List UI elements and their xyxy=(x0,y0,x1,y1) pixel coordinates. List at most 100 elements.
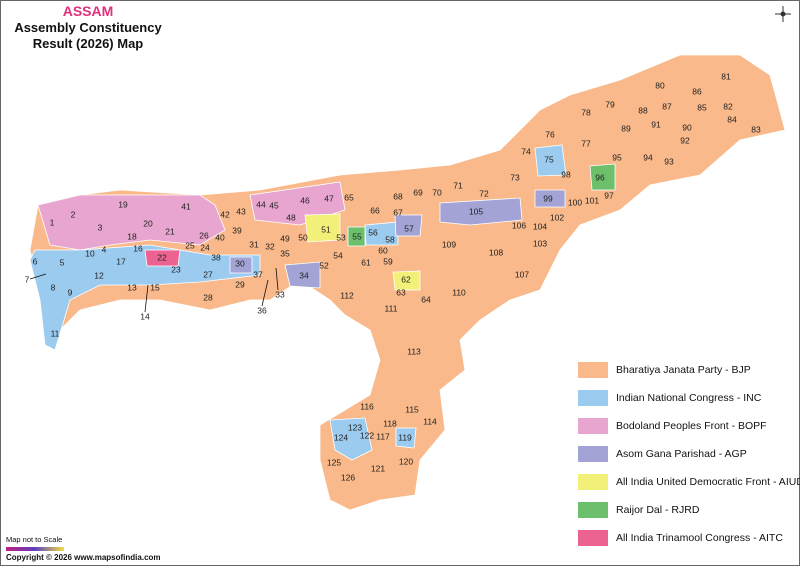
constituency-number: 17 xyxy=(116,256,126,266)
legend-label: Asom Gana Parishad - AGP xyxy=(616,448,747,460)
map-title: Assembly Constituency xyxy=(14,20,162,35)
inc-region xyxy=(395,427,417,449)
constituency-number: 33 xyxy=(275,289,285,299)
constituency-number: 12 xyxy=(94,270,104,280)
legend-swatch xyxy=(578,474,608,490)
constituency-number: 64 xyxy=(421,294,431,304)
legend-swatch xyxy=(578,530,608,546)
constituency-number: 63 xyxy=(396,287,406,297)
constituency-number: 85 xyxy=(697,102,707,112)
constituency-number: 28 xyxy=(203,292,213,302)
constituency-number: 14 xyxy=(140,311,150,321)
constituency-number: 48 xyxy=(286,212,296,222)
constituency-number: 84 xyxy=(727,114,737,124)
constituency-number: 117 xyxy=(376,431,390,441)
agp-region xyxy=(439,197,523,226)
scale-bar xyxy=(6,547,64,551)
constituency-number: 40 xyxy=(215,232,225,242)
bopf-region xyxy=(37,194,226,251)
constituency-number: 45 xyxy=(269,200,279,210)
constituency-number: 22 xyxy=(157,252,167,262)
constituency-number: 89 xyxy=(621,123,631,133)
constituency-number: 81 xyxy=(721,71,731,81)
constituency-number: 38 xyxy=(211,252,221,262)
constituency-number: 119 xyxy=(398,432,412,442)
constituency-number: 121 xyxy=(371,463,385,473)
constituency-number: 75 xyxy=(544,154,554,164)
constituency-number: 5 xyxy=(60,257,65,267)
constituency-number: 98 xyxy=(561,169,571,179)
constituency-number: 19 xyxy=(118,199,128,209)
aitc-region xyxy=(144,249,181,267)
constituency-number: 71 xyxy=(453,180,463,190)
constituency-number: 20 xyxy=(143,218,153,228)
constituency-number: 107 xyxy=(515,269,529,279)
constituency-number: 114 xyxy=(423,416,437,426)
constituency-number: 79 xyxy=(605,99,615,109)
constituency-number: 115 xyxy=(405,404,419,414)
constituency-number: 49 xyxy=(280,233,290,243)
constituency-number: 90 xyxy=(682,122,692,132)
constituency-number: 74 xyxy=(521,146,531,156)
inc-region xyxy=(364,221,399,246)
constituency-number: 1 xyxy=(50,217,55,227)
constituency-number: 67 xyxy=(393,207,403,217)
constituency-number: 66 xyxy=(370,205,380,215)
legend-swatch xyxy=(578,362,608,378)
constituency-number: 104 xyxy=(533,221,547,231)
constituency-number: 8 xyxy=(51,282,56,292)
constituency-number: 41 xyxy=(181,201,191,211)
constituency-number: 11 xyxy=(51,328,60,338)
constituency-number: 7 xyxy=(25,274,30,284)
constituency-number: 21 xyxy=(165,226,175,236)
legend-label: All India United Democratic Front - AIUD… xyxy=(616,476,800,488)
map-regions xyxy=(29,54,786,511)
legend-swatch xyxy=(578,446,608,462)
constituency-number: 46 xyxy=(300,195,310,205)
state-name: ASSAM xyxy=(63,3,114,19)
constituency-number: 60 xyxy=(378,245,388,255)
constituency-number: 93 xyxy=(664,156,674,166)
constituency-number: 61 xyxy=(361,257,371,267)
constituency-number: 108 xyxy=(489,247,503,257)
constituency-number: 24 xyxy=(200,242,210,252)
constituency-number: 92 xyxy=(680,135,690,145)
agp-region xyxy=(534,189,566,208)
constituency-number: 31 xyxy=(249,239,259,249)
constituency-number: 36 xyxy=(257,305,267,315)
constituency-number: 118 xyxy=(383,418,397,428)
constituency-number: 30 xyxy=(235,258,245,268)
legend-label: Indian National Congress - INC xyxy=(616,392,762,404)
constituency-number: 106 xyxy=(512,220,526,230)
constituency-number: 58 xyxy=(385,234,395,244)
constituency-number: 53 xyxy=(336,232,346,242)
constituency-number: 122 xyxy=(360,430,374,440)
constituency-number: 120 xyxy=(399,456,413,466)
compass xyxy=(775,6,791,22)
constituency-number: 55 xyxy=(352,231,362,241)
constituency-number: 99 xyxy=(543,193,553,203)
copyright: Copyright © 2026 www.mapsofindia.com xyxy=(6,553,161,562)
legend-swatch xyxy=(578,502,608,518)
agp-region xyxy=(229,256,253,274)
constituency-number: 16 xyxy=(133,243,143,253)
scale-note: Map not to Scale xyxy=(6,535,62,544)
pointer-lines xyxy=(29,267,279,313)
constituency-number: 56 xyxy=(368,227,378,237)
map-title: Result (2026) Map xyxy=(33,36,144,51)
constituency-number: 126 xyxy=(341,472,355,482)
constituency-number: 76 xyxy=(545,129,555,139)
constituency-number: 124 xyxy=(334,432,348,442)
constituency-number: 52 xyxy=(319,260,329,270)
constituency-number: 111 xyxy=(385,303,398,313)
agp-region xyxy=(394,214,423,237)
constituency-number: 65 xyxy=(344,192,354,202)
constituency-number: 39 xyxy=(232,225,242,235)
constituency-number: 102 xyxy=(550,212,564,222)
aiudf-region xyxy=(304,213,341,243)
constituency-number: 13 xyxy=(127,282,137,292)
constituency-number: 68 xyxy=(393,191,403,201)
constituency-number: 47 xyxy=(324,193,334,203)
legend-swatch xyxy=(578,418,608,434)
